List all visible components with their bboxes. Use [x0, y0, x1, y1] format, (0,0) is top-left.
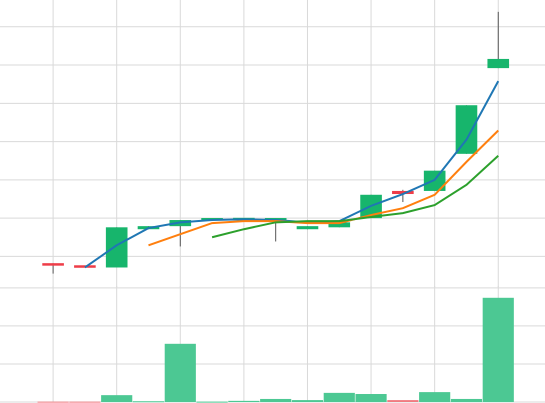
volume-bar [291, 400, 324, 402]
volume-bar [355, 394, 387, 402]
candle-body [487, 58, 510, 69]
candle-body [328, 222, 351, 228]
volume-bar [387, 400, 419, 402]
candle-body [296, 226, 319, 230]
volume-bar [37, 401, 69, 403]
volume-bar [101, 395, 133, 402]
volume-bar [196, 401, 228, 403]
volume-bar [164, 343, 196, 402]
moving-average-line [148, 129, 499, 247]
volume-bar [69, 401, 101, 403]
volume-bar [132, 401, 165, 403]
candle-body [105, 227, 128, 268]
volume-bar [260, 398, 292, 402]
candle-body [392, 190, 414, 195]
candle-body [42, 263, 64, 266]
volume-bar [482, 297, 514, 402]
volume-bar [228, 400, 260, 402]
volume-bar [450, 398, 483, 402]
moving-average-line [211, 155, 499, 239]
candle-body [455, 105, 478, 154]
volume-bar [419, 392, 451, 402]
volume-bar [323, 392, 355, 402]
